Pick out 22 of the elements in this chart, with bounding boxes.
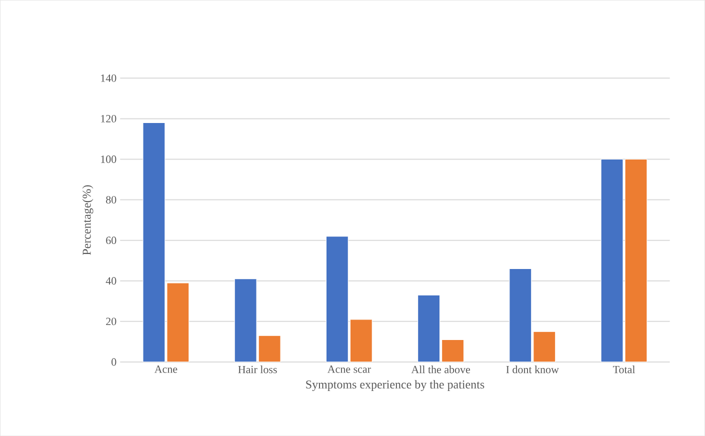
bar xyxy=(258,335,281,362)
x-tick-label: Acne xyxy=(154,365,178,373)
bar xyxy=(350,319,372,362)
y-tick-label: 0 xyxy=(112,358,116,366)
y-tick-label: 80 xyxy=(106,196,116,204)
bar xyxy=(166,282,190,362)
bar xyxy=(441,339,464,362)
y-tick-label: 140 xyxy=(101,74,116,82)
bar xyxy=(624,158,648,362)
y-tick-label: 40 xyxy=(106,277,116,285)
x-axis-title: Symptoms experience by the patients xyxy=(306,380,484,391)
y-tick-label: 120 xyxy=(101,114,116,122)
y-axis-title: Percentage(%) xyxy=(82,185,94,255)
y-tick-label: 20 xyxy=(106,318,116,326)
x-tick-label: All the above xyxy=(411,365,470,374)
x-tick-label: I dont know xyxy=(506,365,559,374)
x-tick-label: Hair loss xyxy=(238,365,277,374)
bar xyxy=(533,331,556,362)
x-tick-label: Total xyxy=(612,365,636,374)
y-tick-label: 100 xyxy=(101,155,116,163)
x-tick-label: Acne scar xyxy=(327,365,371,373)
y-tick-label: 60 xyxy=(106,236,116,244)
